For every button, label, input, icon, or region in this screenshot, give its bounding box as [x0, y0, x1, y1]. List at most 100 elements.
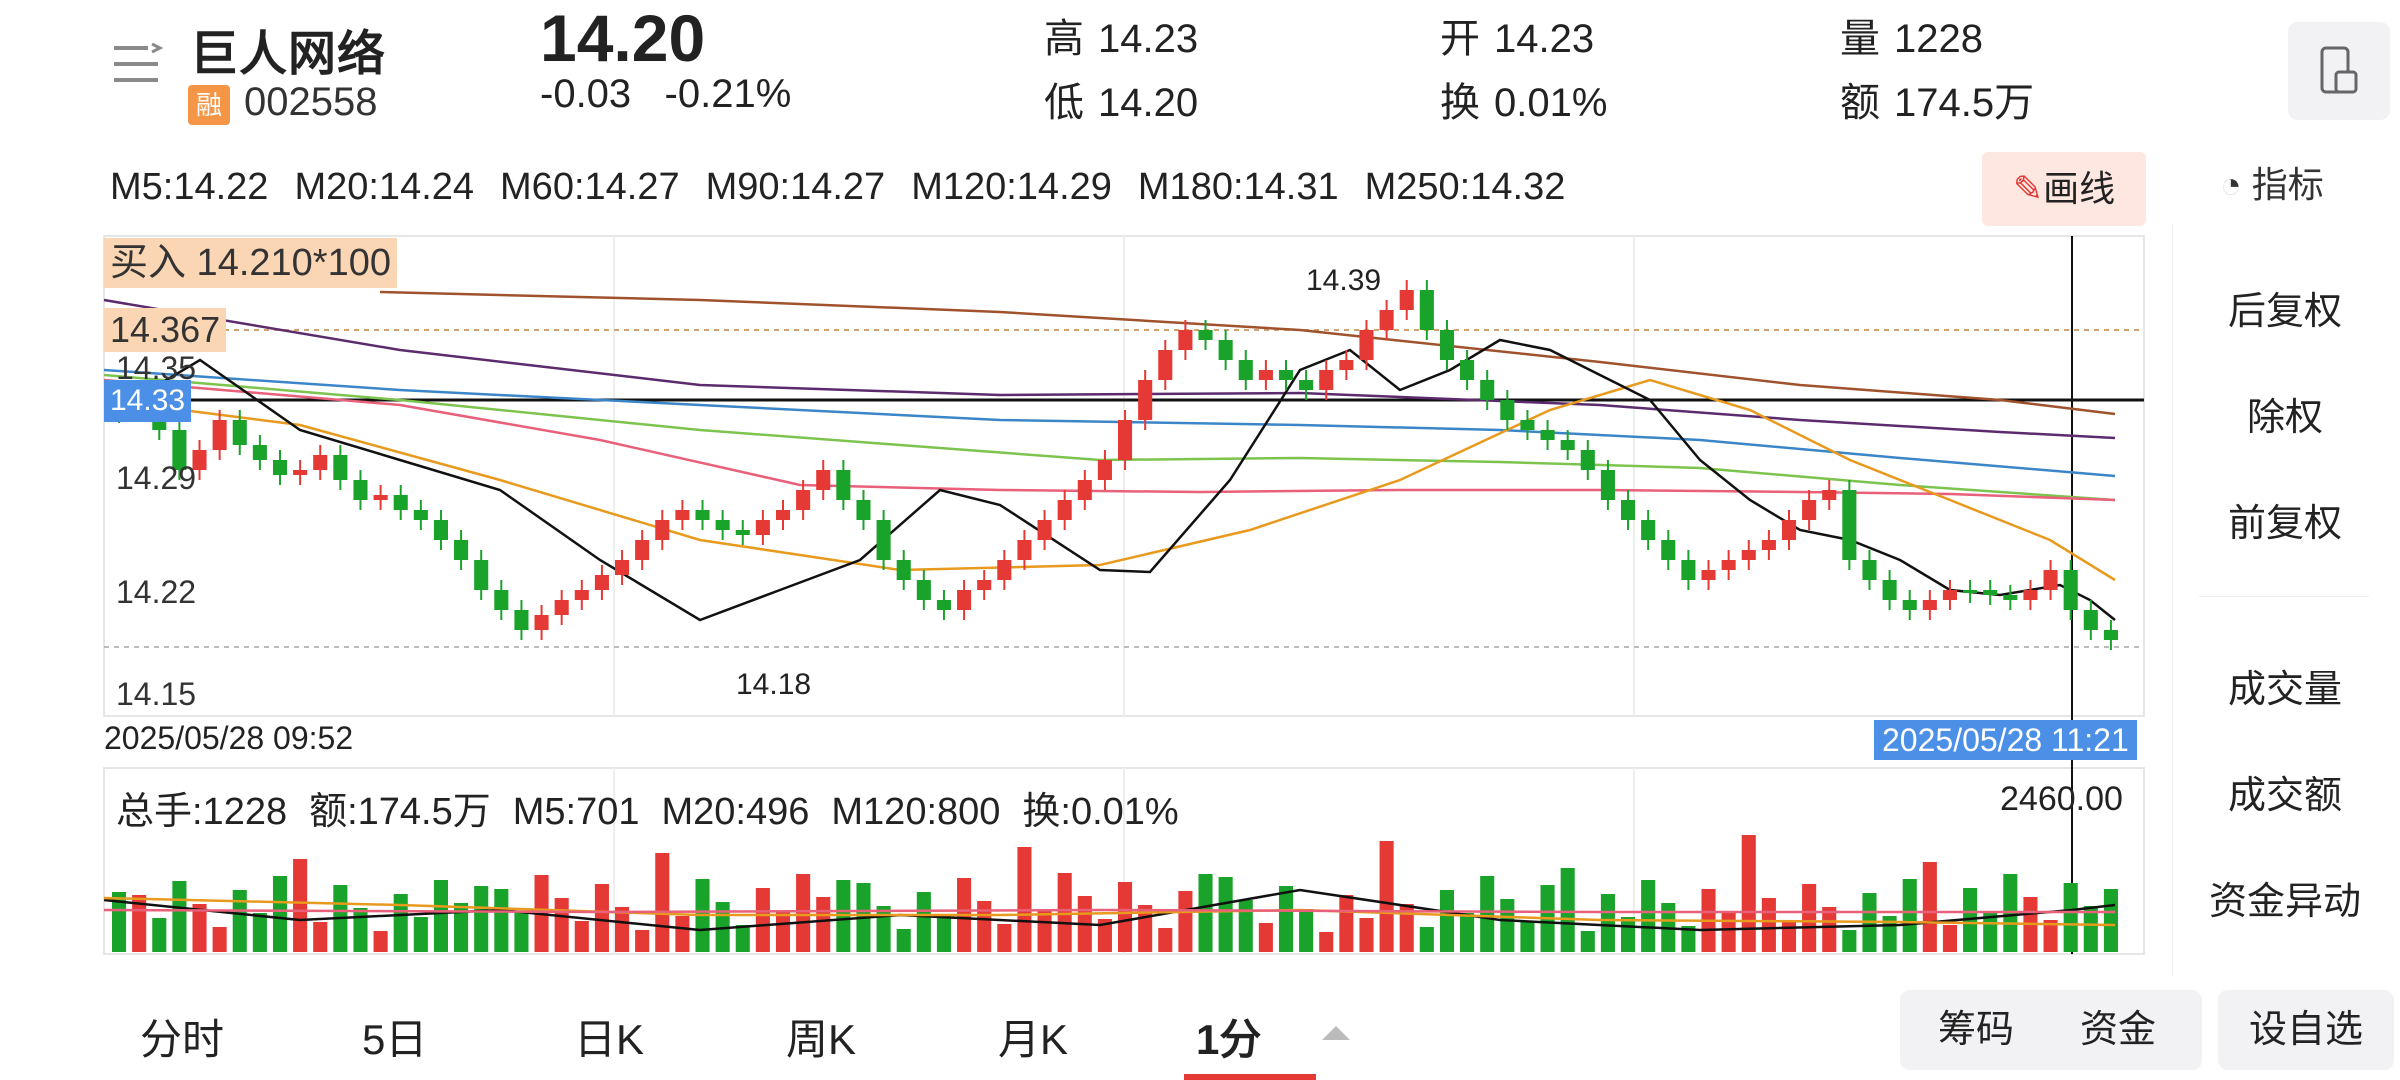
volume-bar — [1118, 882, 1133, 952]
candle — [2023, 590, 2038, 600]
funds-button[interactable]: 资金 — [2080, 1009, 2157, 1051]
volume-bar — [293, 859, 308, 952]
candle — [1319, 370, 1334, 390]
candle — [252, 445, 267, 460]
stock-name: 巨人网络 — [190, 28, 387, 81]
draw-line-button[interactable]: ✎画线 — [1982, 152, 2146, 226]
candle — [1138, 380, 1153, 420]
volume-bar — [212, 927, 227, 952]
volume-bar — [172, 881, 187, 952]
candle — [1882, 580, 1897, 600]
low-price-label: 14.18 — [736, 668, 812, 701]
candle — [574, 590, 589, 600]
candle — [1721, 560, 1736, 570]
volume-bar — [796, 874, 811, 952]
tab-daily[interactable]: 日K — [574, 1016, 645, 1063]
quote-turnover: 换 0.01% — [1440, 81, 1608, 125]
candle — [1017, 540, 1032, 560]
candle — [1842, 490, 1857, 560]
ma5-value: M5:14.22 — [110, 166, 269, 208]
tab-weekly[interactable]: 周K — [786, 1016, 857, 1063]
side-item-post-adjusted[interactable]: 后复权 — [2227, 291, 2342, 333]
volume-bar — [1641, 880, 1656, 952]
candle — [534, 615, 549, 630]
volume-bar — [755, 888, 770, 952]
candle — [735, 530, 750, 535]
buy-order-label: 买入 14.210*100 — [104, 238, 397, 288]
volume-bar — [1942, 925, 1958, 952]
rotate-screen-button[interactable] — [2288, 22, 2390, 120]
candle — [353, 480, 368, 500]
volume-bar — [413, 917, 428, 952]
candle — [1580, 450, 1595, 470]
candle — [755, 520, 770, 535]
ma60-value: M60:14.27 — [500, 166, 680, 208]
candle — [1158, 350, 1173, 380]
volume-bar — [252, 913, 267, 952]
caret-up-icon[interactable] — [1322, 1026, 1350, 1040]
candle — [1701, 570, 1716, 580]
side-item-pre-adjusted[interactable]: 前复权 — [2227, 503, 2342, 545]
volume-bar — [313, 922, 328, 952]
volume-bar — [1278, 886, 1294, 952]
side-item-fund-flow[interactable]: 资金异动 — [2208, 881, 2361, 923]
candle — [1037, 520, 1052, 540]
volume-bar — [816, 897, 831, 952]
side-item-ex-rights[interactable]: 除权 — [2246, 397, 2323, 439]
candle — [1460, 360, 1475, 380]
volume-bar — [232, 890, 247, 952]
side-item-volume[interactable]: 成交量 — [2227, 669, 2342, 711]
volume-bar — [494, 889, 509, 952]
quote-high: 高 14.23 — [1044, 17, 1199, 61]
candle — [192, 450, 207, 470]
total-amount: 额:174.5万 — [309, 791, 491, 833]
candle — [1500, 400, 1515, 420]
volume-bar — [1419, 927, 1434, 952]
volume-bar — [1319, 932, 1334, 952]
indicator-button[interactable]: ◔ 指标 — [2220, 164, 2324, 205]
tab-monthly[interactable]: 月K — [998, 1016, 1069, 1063]
candle — [896, 560, 911, 580]
menu-icon[interactable] — [112, 42, 164, 88]
volume-bar — [1057, 873, 1072, 952]
candle — [1258, 370, 1273, 380]
candle — [1238, 360, 1253, 380]
candle — [494, 590, 509, 610]
volume-bar — [936, 915, 952, 952]
volume-ma20-line — [103, 896, 2116, 927]
vol-turnover: 换:0.01% — [1022, 791, 1179, 833]
candle — [997, 560, 1012, 580]
candle — [313, 455, 328, 470]
chips-button[interactable]: 筹码 — [1938, 1009, 2015, 1051]
candle — [1419, 290, 1434, 330]
volume-bar — [997, 924, 1012, 952]
tab-intraday[interactable]: 分时 — [140, 1016, 225, 1063]
volume-bar — [1802, 884, 1817, 952]
volume-bar — [1379, 841, 1394, 952]
volume-bar — [1359, 918, 1374, 952]
volume-bar — [1822, 907, 1837, 952]
volume-bar — [1037, 910, 1052, 952]
candle — [655, 520, 670, 540]
tab-5day[interactable]: 5日 — [362, 1016, 428, 1063]
candle — [2083, 610, 2098, 630]
volume-bar — [1439, 890, 1455, 952]
volume-bar — [896, 929, 911, 952]
candle — [2043, 570, 2058, 590]
volume-bar — [1299, 909, 1314, 952]
candle — [1560, 440, 1575, 450]
side-item-amount[interactable]: 成交额 — [2227, 775, 2342, 817]
candle — [172, 430, 187, 470]
add-watchlist-button[interactable]: 设自选 — [2218, 990, 2394, 1070]
quote-amount: 额 174.5万 — [1840, 81, 2035, 125]
high-price-label: 14.39 — [1306, 264, 1382, 297]
volume-bar — [1580, 931, 1595, 952]
volume-bar — [1520, 922, 1535, 952]
candle — [1761, 540, 1776, 550]
ma120-value: M120:14.29 — [911, 166, 1112, 208]
candle — [1600, 470, 1615, 500]
candle — [1379, 310, 1394, 330]
tab-1min[interactable]: 1分 — [1196, 1016, 1262, 1063]
side-menu: 后复权 除权 前复权 成交量 成交额 资金异动 — [2172, 224, 2396, 976]
